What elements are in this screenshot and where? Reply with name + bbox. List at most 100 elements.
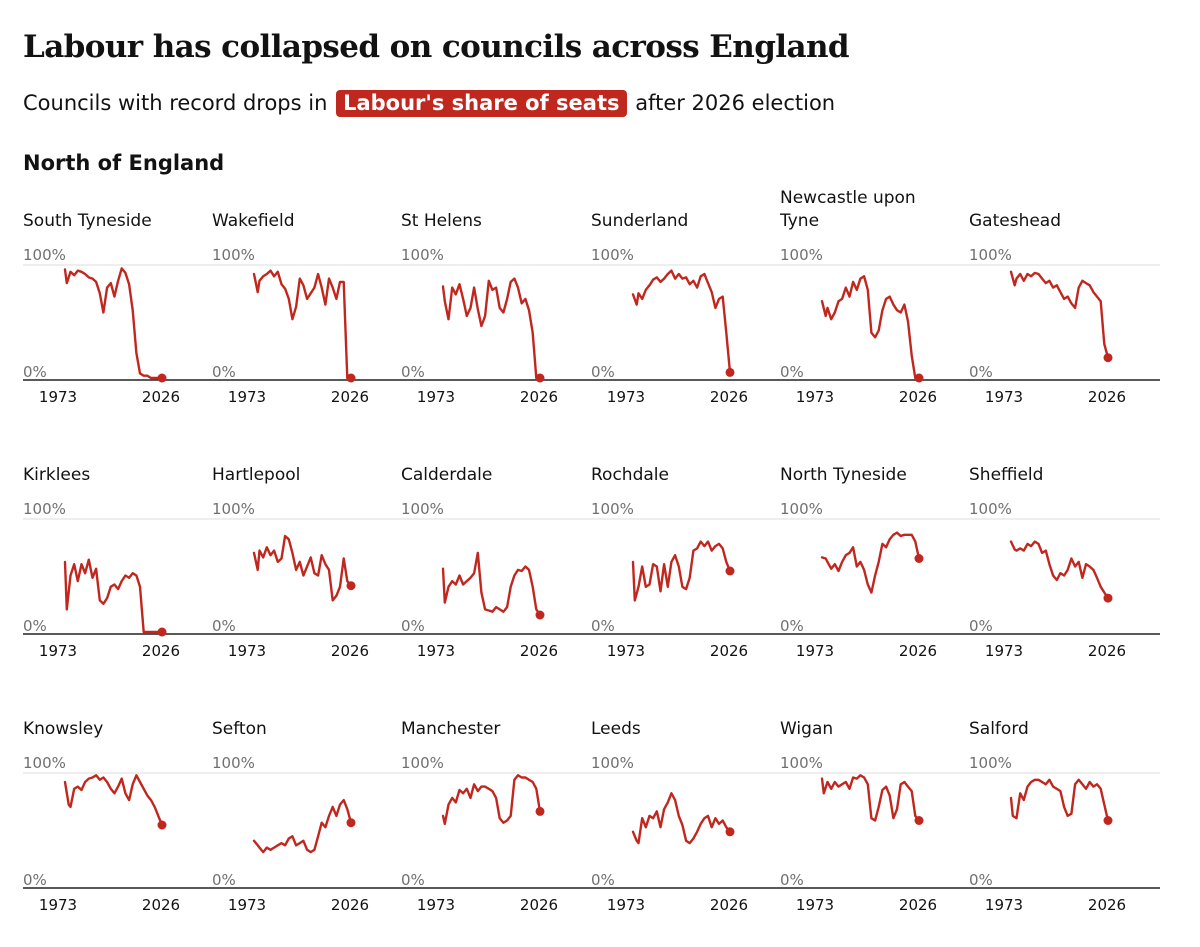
council-name-13: Knowsley: [23, 719, 103, 739]
y-tick-0-8: 0%: [212, 617, 236, 635]
subtitle-after: after 2026 election: [635, 91, 836, 115]
x-tick-end-9: 2026: [520, 642, 558, 660]
council-name-15: Manchester: [401, 719, 500, 739]
x-tick-start-18: 1973: [985, 896, 1023, 914]
section-heading: North of England: [23, 151, 225, 175]
endpoint-dot-14: [346, 818, 356, 828]
x-tick-end-7: 2026: [142, 642, 180, 660]
series-line-12: [1009, 540, 1110, 600]
x-tick-end-14: 2026: [331, 896, 369, 914]
y-tick-0-4: 0%: [591, 363, 615, 381]
y-tick-100-6: 100%: [969, 246, 1012, 264]
council-name-12: Sheffield: [969, 465, 1043, 485]
council-name-14: Sefton: [212, 719, 267, 739]
x-tick-start-13: 1973: [39, 896, 77, 914]
council-name-8: Hartlepool: [212, 465, 300, 485]
x-tick-start-2: 1973: [228, 388, 266, 406]
y-tick-0-12: 0%: [969, 617, 993, 635]
x-tick-start-17: 1973: [796, 896, 834, 914]
series-line-9: [441, 551, 542, 617]
series-line-2: [252, 269, 353, 380]
endpoint-dot-6: [1103, 353, 1113, 363]
y-tick-0-10: 0%: [591, 617, 615, 635]
y-tick-100-18: 100%: [969, 754, 1012, 772]
series-line-8: [252, 534, 353, 602]
chart-title: Labour has collapsed on councils across …: [23, 29, 850, 65]
endpoint-dot-1: [157, 373, 167, 383]
x-tick-start-10: 1973: [607, 642, 645, 660]
x-tick-start-5: 1973: [796, 388, 834, 406]
x-tick-end-15: 2026: [520, 896, 558, 914]
subtitle-before: Councils with record drops in: [23, 91, 328, 115]
series-line-11: [820, 531, 921, 594]
series-line-6: [1009, 270, 1110, 359]
x-tick-end-2: 2026: [331, 388, 369, 406]
y-tick-100-8: 100%: [212, 500, 255, 518]
series-line-15: [441, 774, 542, 826]
x-tick-end-4: 2026: [710, 388, 748, 406]
y-tick-0-16: 0%: [591, 871, 615, 889]
series-line-14: [252, 798, 353, 854]
endpoint-dot-15: [535, 806, 545, 816]
y-tick-100-15: 100%: [401, 754, 444, 772]
council-name-3: St Helens: [401, 211, 482, 231]
x-tick-start-11: 1973: [796, 642, 834, 660]
council-name-6: Gateshead: [969, 211, 1061, 231]
y-tick-100-3: 100%: [401, 246, 444, 264]
y-tick-0-17: 0%: [780, 871, 804, 889]
y-tick-0-18: 0%: [969, 871, 993, 889]
y-tick-0-3: 0%: [401, 363, 425, 381]
y-tick-100-1: 100%: [23, 246, 66, 264]
endpoint-dot-2: [346, 373, 356, 383]
y-tick-0-11: 0%: [780, 617, 804, 635]
endpoint-dot-5: [914, 373, 924, 383]
council-name-10: Rochdale: [591, 465, 669, 485]
x-tick-end-16: 2026: [710, 896, 748, 914]
y-tick-100-12: 100%: [969, 500, 1012, 518]
series-line-4: [631, 269, 732, 374]
x-tick-start-7: 1973: [39, 642, 77, 660]
y-tick-100-11: 100%: [780, 500, 823, 518]
y-tick-0-1: 0%: [23, 363, 47, 381]
y-tick-0-15: 0%: [401, 871, 425, 889]
x-tick-end-18: 2026: [1088, 896, 1126, 914]
x-tick-start-14: 1973: [228, 896, 266, 914]
series-line-13: [63, 774, 164, 827]
x-tick-start-4: 1973: [607, 388, 645, 406]
y-tick-0-9: 0%: [401, 617, 425, 635]
x-tick-end-13: 2026: [142, 896, 180, 914]
council-name-11: North Tyneside: [780, 465, 907, 485]
x-tick-start-8: 1973: [228, 642, 266, 660]
council-name-2: Wakefield: [212, 211, 295, 231]
x-tick-end-10: 2026: [710, 642, 748, 660]
y-tick-100-2: 100%: [212, 246, 255, 264]
x-tick-end-8: 2026: [331, 642, 369, 660]
y-tick-0-2: 0%: [212, 363, 236, 381]
y-tick-100-9: 100%: [401, 500, 444, 518]
chart-subtitle: Councils with record drops in Labour's s…: [23, 88, 835, 118]
endpoint-dot-17: [914, 816, 924, 825]
x-tick-start-15: 1973: [417, 896, 455, 914]
x-tick-start-12: 1973: [985, 642, 1023, 660]
y-tick-100-17: 100%: [780, 754, 823, 772]
endpoint-dot-8: [346, 581, 356, 591]
y-tick-0-7: 0%: [23, 617, 47, 635]
endpoint-dot-18: [1103, 816, 1113, 825]
y-tick-0-5: 0%: [780, 363, 804, 381]
endpoint-dot-11: [914, 554, 924, 563]
x-tick-end-6: 2026: [1088, 388, 1126, 406]
series-line-10: [631, 540, 732, 602]
series-line-17: [820, 774, 921, 822]
endpoint-dot-16: [725, 827, 735, 837]
x-tick-end-12: 2026: [1088, 642, 1126, 660]
series-line-16: [631, 792, 732, 845]
council-name-1: South Tyneside: [23, 211, 152, 231]
series-line-3: [441, 277, 542, 380]
council-name-5-line-2: Tyne: [779, 211, 819, 231]
council-name-16: Leeds: [591, 719, 641, 739]
council-name-17: Wigan: [780, 719, 833, 739]
council-name-4: Sunderland: [591, 211, 688, 231]
x-tick-start-3: 1973: [417, 388, 455, 406]
series-line-1: [63, 267, 164, 380]
